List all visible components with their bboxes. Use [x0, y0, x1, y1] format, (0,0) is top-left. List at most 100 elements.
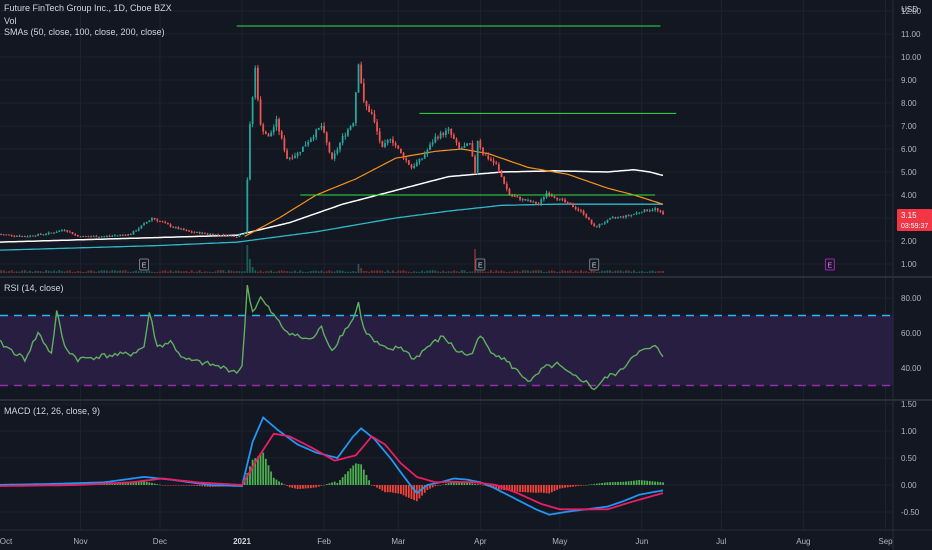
macd-hist-168 — [442, 484, 445, 485]
earnings-marker-1[interactable]: E — [475, 258, 486, 271]
rsi-tick-2: 40.00 — [901, 364, 922, 373]
candle-body-15 — [37, 233, 40, 236]
macd-hist-222 — [585, 485, 588, 486]
macd-line — [0, 415, 664, 516]
volume-bar-51 — [132, 271, 135, 273]
macd-hist-162 — [426, 485, 429, 491]
candle-body-150 — [394, 143, 397, 146]
candle-body-244 — [643, 209, 646, 213]
volume-bar-109 — [286, 271, 288, 273]
volume-bar-62 — [161, 270, 164, 273]
candle-body-146 — [384, 143, 386, 148]
volume-bar-238 — [627, 270, 630, 273]
candle-body-83 — [217, 234, 220, 236]
candle-body-138 — [362, 83, 365, 102]
candle-body-222 — [585, 214, 588, 218]
symbol-title[interactable]: Future FinTech Group Inc., 1D, Cboe BZX — [4, 3, 172, 13]
volume-bar-29 — [74, 271, 77, 273]
macd-hist-74 — [193, 485, 196, 486]
candle-body-165 — [434, 136, 437, 143]
sma-legend[interactable]: SMAs (50, close, 100, close, 200, close) — [4, 27, 165, 38]
time-tick-7: May — [552, 537, 567, 546]
volume-bar-141 — [370, 270, 373, 273]
vol-legend[interactable]: Vol — [4, 16, 17, 27]
rsi-pane[interactable] — [0, 284, 893, 391]
macd-hist-124 — [325, 484, 328, 485]
volume-bar-128 — [336, 270, 339, 273]
earnings-marker-3[interactable]: E — [824, 258, 835, 271]
candle-body-119 — [312, 136, 315, 139]
candle-body-10 — [23, 236, 26, 238]
candle-body-2 — [2, 234, 5, 236]
price-tick-2: 10.00 — [901, 53, 922, 62]
candle-body-50 — [129, 234, 132, 236]
currency-label[interactable]: USD — [901, 5, 918, 14]
volume-bar-96 — [251, 267, 254, 273]
macd-hist-60 — [156, 484, 159, 485]
candle-body-46 — [119, 234, 122, 236]
volume-bar-246 — [648, 270, 651, 273]
candle-body-168 — [442, 133, 445, 136]
earnings-box-1 — [475, 258, 486, 271]
candle-body-38 — [98, 236, 100, 238]
volume-bar-75 — [196, 271, 198, 273]
volume-bar-161 — [423, 271, 426, 273]
volume-bar-19 — [47, 270, 50, 273]
candle-body-161 — [423, 154, 426, 159]
macd-hist-67 — [174, 485, 177, 486]
volume-bar-147 — [386, 270, 389, 273]
candle-body-116 — [304, 144, 307, 147]
volume-bar-114 — [299, 270, 302, 273]
rsi-tick-0: 80.00 — [901, 294, 922, 303]
macd-hist-65 — [169, 485, 172, 486]
macd-hist-250 — [659, 482, 662, 485]
macd-hist-192 — [505, 485, 508, 491]
volume-bar-183 — [482, 271, 484, 273]
volume-bar-173 — [455, 271, 458, 273]
macd-pane[interactable] — [0, 415, 664, 516]
macd-legend[interactable]: MACD (12, 26, close, 9) — [4, 406, 100, 417]
candle-body-113 — [296, 153, 299, 156]
macd-hist-115 — [302, 485, 304, 489]
candle-body-104 — [272, 127, 275, 133]
macd-hist-181 — [476, 484, 479, 485]
macd-hist-56 — [145, 481, 148, 485]
candle-body-53 — [137, 228, 140, 231]
volume-bar-138 — [362, 270, 365, 273]
macd-hist-201 — [529, 485, 532, 493]
volume-bar-21 — [53, 270, 55, 273]
volume-bar-30 — [76, 271, 79, 273]
volume-bar-218 — [574, 270, 577, 273]
volume-bar-196 — [516, 270, 519, 273]
earnings-marker-0[interactable]: E — [139, 258, 150, 271]
candle-body-212 — [558, 198, 561, 200]
candle-body-135 — [354, 92, 357, 124]
main-legend[interactable]: Future FinTech Group Inc., 1D, Cboe BZX — [4, 3, 172, 14]
macd-hist-163 — [429, 485, 431, 489]
rsi-legend[interactable]: RSI (14, close) — [4, 283, 64, 294]
volume-bar-131 — [344, 271, 347, 273]
macd-hist-114 — [299, 485, 302, 489]
volume-bar-7 — [16, 271, 18, 273]
candle-body-28 — [71, 231, 74, 235]
candle-body-193 — [508, 188, 511, 196]
volume-bar-74 — [193, 271, 196, 273]
volume-bar-39 — [100, 270, 103, 273]
macd-hist-110 — [288, 485, 291, 488]
volume-bar-202 — [532, 270, 535, 273]
volume-bar-139 — [365, 270, 368, 273]
time-axis[interactable]: Oct Nov Dec 2021 Feb Mar Apr May Jun Jul Aug Sep — [0, 537, 893, 546]
volume-bar-14 — [34, 270, 37, 273]
candle-body-140 — [368, 106, 371, 112]
volume-bar-82 — [214, 271, 217, 273]
macd-hist-235 — [619, 481, 622, 485]
candle-body-152 — [399, 148, 402, 153]
volume-bar-240 — [633, 270, 635, 273]
earnings-marker-2[interactable]: E — [589, 258, 600, 271]
volume-bar-236 — [622, 271, 625, 273]
candle-body-71 — [185, 230, 188, 232]
price-tag-value: 3.15 — [901, 211, 917, 220]
candle-body-42 — [108, 235, 111, 237]
